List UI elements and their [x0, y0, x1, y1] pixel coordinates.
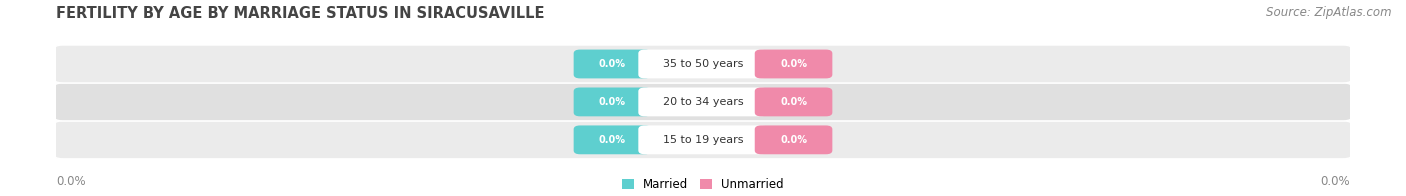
FancyBboxPatch shape — [53, 121, 1353, 159]
Text: FERTILITY BY AGE BY MARRIAGE STATUS IN SIRACUSAVILLE: FERTILITY BY AGE BY MARRIAGE STATUS IN S… — [56, 6, 544, 21]
FancyBboxPatch shape — [755, 125, 832, 154]
Text: 0.0%: 0.0% — [599, 135, 626, 145]
FancyBboxPatch shape — [53, 45, 1353, 83]
Legend: Married, Unmarried: Married, Unmarried — [617, 173, 789, 196]
FancyBboxPatch shape — [755, 50, 832, 78]
FancyBboxPatch shape — [755, 87, 832, 116]
FancyBboxPatch shape — [638, 50, 768, 78]
FancyBboxPatch shape — [638, 125, 768, 154]
Text: 35 to 50 years: 35 to 50 years — [662, 59, 744, 69]
Text: Source: ZipAtlas.com: Source: ZipAtlas.com — [1267, 6, 1392, 19]
Text: 20 to 34 years: 20 to 34 years — [662, 97, 744, 107]
FancyBboxPatch shape — [574, 87, 651, 116]
Text: 0.0%: 0.0% — [780, 135, 807, 145]
Text: 0.0%: 0.0% — [599, 59, 626, 69]
Text: 0.0%: 0.0% — [56, 175, 86, 188]
Text: 0.0%: 0.0% — [780, 59, 807, 69]
Text: 0.0%: 0.0% — [780, 97, 807, 107]
FancyBboxPatch shape — [53, 83, 1353, 121]
FancyBboxPatch shape — [574, 125, 651, 154]
FancyBboxPatch shape — [574, 50, 651, 78]
Text: 0.0%: 0.0% — [1320, 175, 1350, 188]
Text: 0.0%: 0.0% — [599, 97, 626, 107]
FancyBboxPatch shape — [638, 87, 768, 116]
Text: 15 to 19 years: 15 to 19 years — [662, 135, 744, 145]
